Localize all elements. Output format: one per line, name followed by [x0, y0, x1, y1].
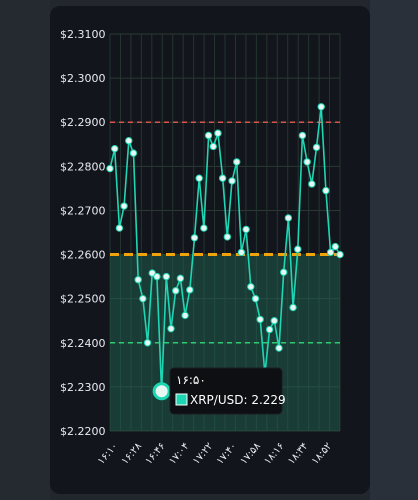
data-point [172, 287, 180, 295]
right-panel-edge [370, 0, 418, 500]
x-tick-label: ۱۷:۴۰ [215, 441, 239, 467]
data-point [139, 294, 147, 303]
data-point [120, 202, 128, 210]
data-point [186, 286, 194, 294]
data-point [233, 158, 241, 166]
data-point [308, 180, 316, 188]
data-point [265, 325, 274, 334]
y-tick-label: $2.2400 [60, 337, 106, 350]
x-tick-label: ۱۶:۱۰ [96, 441, 120, 467]
data-point [143, 339, 152, 347]
series-points [106, 103, 344, 401]
tooltip-time: ۱۶:۵۰ [176, 373, 206, 387]
y-tick-label: $2.2900 [60, 116, 106, 129]
data-point [237, 248, 246, 257]
data-point [247, 283, 255, 291]
y-tick-label: $2.2600 [60, 249, 106, 262]
data-point [153, 272, 161, 281]
data-point [251, 294, 260, 303]
data-point [336, 250, 344, 259]
data-point [134, 275, 142, 284]
x-tick-label: ۱۶:۲۸ [120, 440, 145, 467]
data-point [275, 344, 283, 352]
data-point [294, 245, 302, 253]
data-point [106, 164, 114, 173]
data-point [209, 142, 217, 151]
left-panel-edge [0, 0, 50, 500]
data-point [242, 225, 250, 234]
data-point [218, 174, 227, 182]
x-tick-label: ۱۷:۰۴ [167, 441, 191, 467]
data-point [167, 324, 175, 333]
y-axis: $2.2200 $2.2300 $2.2400 $2.2500 $2.2600 $2.27… [60, 28, 106, 438]
data-point [256, 315, 264, 324]
data-point [298, 131, 307, 140]
data-point [125, 137, 133, 145]
y-tick-label: $2.2300 [60, 381, 106, 394]
price-line [109, 106, 341, 393]
data-point [289, 303, 297, 312]
data-point [270, 317, 278, 325]
x-axis: ۱۶:۱۰ ۱۶:۲۸ ۱۶:۴۶ ۱۷:۰۴ ۱۷:۲۲ ۱۷:۴۰ ۱۷:۵۸ ۱۸:۱۶… [96, 440, 334, 467]
tooltip-value: XRP/USD: 2.229 [190, 393, 286, 407]
data-point [312, 143, 321, 152]
y-tick-label: $2.3100 [60, 28, 106, 41]
data-point [223, 233, 232, 241]
y-tick-label: $2.3000 [60, 72, 106, 85]
tooltip-swatch [175, 393, 188, 406]
x-tick-label: ۱۸:۳۴ [286, 441, 310, 467]
data-point [190, 234, 199, 242]
x-tick-label: ۱۸:۱۶ [262, 441, 286, 467]
data-point [195, 174, 203, 182]
data-point [176, 274, 185, 283]
data-point [129, 149, 138, 157]
data-point [200, 224, 208, 232]
y-tick-label: $2.2200 [60, 425, 106, 438]
data-point [214, 129, 222, 137]
data-point [181, 311, 189, 320]
series-line [109, 106, 341, 393]
y-tick-label: $2.2800 [60, 160, 106, 173]
hover-tooltip: ۱۶:۵۰ XRP/USD: 2.229 [169, 367, 286, 415]
data-point [326, 248, 335, 257]
data-point [284, 214, 293, 222]
y-tick-label: $2.2500 [60, 293, 106, 306]
data-point [110, 144, 119, 153]
x-tick-label: ۱۷:۲۲ [191, 441, 215, 467]
x-tick-label: ۱۸:۵۲ [310, 441, 334, 467]
data-point [115, 224, 124, 232]
y-tick-label: $2.2700 [60, 204, 106, 217]
data-point [331, 242, 340, 251]
x-tick-label: ۱۷:۵۸ [239, 440, 264, 467]
data-point [228, 177, 236, 185]
tooltip-box [169, 367, 283, 415]
data-point-highlight [152, 382, 171, 401]
data-point [162, 272, 171, 281]
data-point [317, 103, 325, 111]
data-point [279, 268, 288, 276]
data-point [204, 131, 213, 140]
data-point [322, 186, 330, 195]
data-point [303, 158, 311, 166]
x-tick-label: ۱۶:۴۶ [143, 441, 167, 467]
